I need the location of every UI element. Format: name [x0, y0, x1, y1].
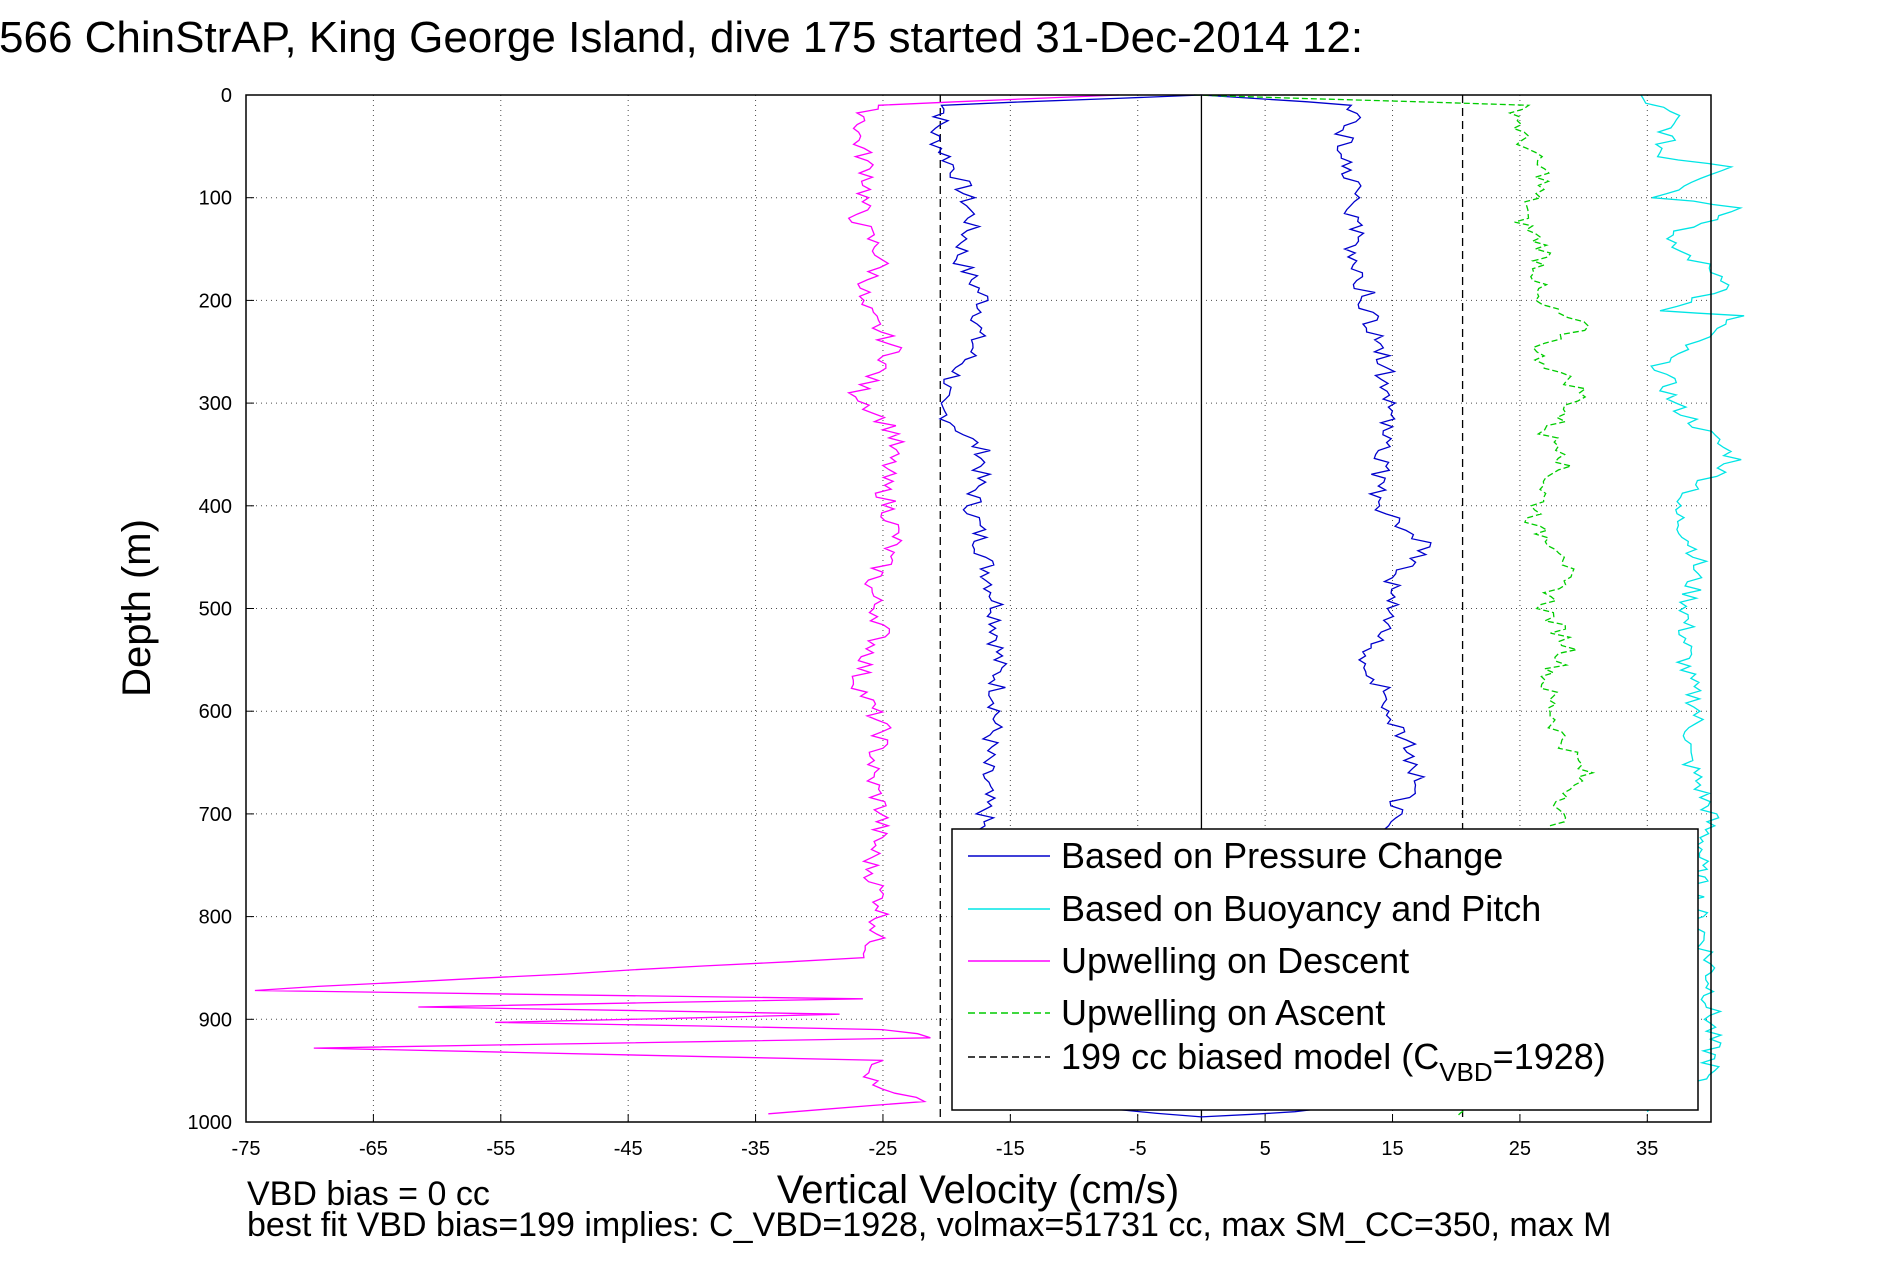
x-tick-label: -15	[996, 1138, 1025, 1160]
chart-title: 566 ChinStrAP, King George Island, dive …	[0, 13, 1363, 62]
x-tick-label: -25	[869, 1138, 898, 1160]
axis-ticks: -75 -65 -55 -45 -35 -25 -15 -5 5 15 25 350100200300…	[188, 85, 1659, 1160]
x-axis-label: Vertical Velocity (cm/s)	[777, 1168, 1179, 1212]
y-tick-label: 400	[199, 496, 232, 518]
y-tick-label: 800	[199, 907, 232, 929]
x-tick-label: 25	[1509, 1138, 1531, 1160]
y-tick-label: 900	[199, 1009, 232, 1031]
x-tick-label: -5	[1129, 1138, 1147, 1160]
legend-label: Upwelling on Descent	[1061, 940, 1409, 981]
y-tick-label: 100	[199, 188, 232, 210]
y-axis-label: Depth (m)	[115, 519, 159, 697]
legend-label: Based on Buoyancy and Pitch	[1061, 888, 1541, 929]
x-tick-label: -65	[359, 1138, 388, 1160]
y-tick-label: 300	[199, 393, 232, 415]
footnote-line-1: VBD bias = 0 cc	[247, 1175, 490, 1213]
x-tick-label: -35	[741, 1138, 770, 1160]
series-line	[1640, 94, 1745, 1113]
x-tick-label: -45	[614, 1138, 643, 1160]
y-tick-label: 600	[199, 701, 232, 723]
y-tick-label: 1000	[188, 1112, 233, 1134]
legend-label: Based on Pressure Change	[1061, 835, 1503, 876]
footnote-line-2: best fit VBD bias=199 implies: C_VBD=192…	[247, 1206, 1611, 1244]
series-line	[928, 94, 1432, 1118]
y-tick-label: 0	[221, 85, 232, 107]
series-line	[1193, 94, 1596, 1118]
legend-box	[951, 828, 1699, 1111]
y-tick-label: 200	[199, 290, 232, 312]
x-tick-label: 15	[1381, 1138, 1403, 1160]
x-tick-label: -55	[486, 1138, 515, 1160]
y-tick-label: 500	[199, 599, 232, 621]
series-lines	[254, 94, 1745, 1118]
y-tick-label: 700	[199, 804, 232, 826]
series-line	[254, 94, 1119, 1115]
legend: Based on Pressure Change Based on Buoyanc…	[951, 828, 1699, 1111]
legend-label: Upwelling on Ascent	[1061, 992, 1385, 1033]
x-tick-label: -75	[232, 1138, 261, 1160]
x-tick-label: 35	[1636, 1138, 1658, 1160]
x-tick-label: 5	[1260, 1138, 1271, 1160]
